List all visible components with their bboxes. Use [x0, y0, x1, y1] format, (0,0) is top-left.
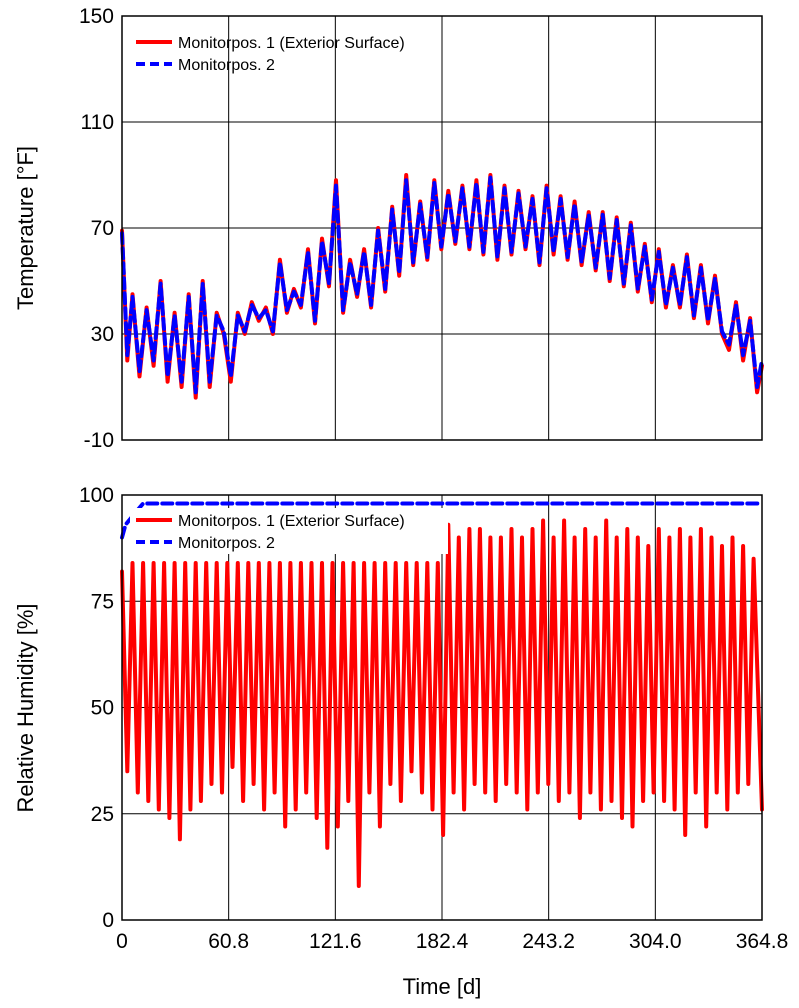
- legend-label-series-1: Monitorpos. 1 (Exterior Surface): [178, 513, 405, 530]
- x-tick-label: 182.4: [416, 930, 469, 953]
- humidity-y-ticks: 0 25 50 75 100: [79, 484, 114, 932]
- humidity-lines: [120, 501, 764, 888]
- y-tick-label: 100: [79, 484, 114, 507]
- series-line-2: [120, 501, 764, 540]
- legend-label-series-1: Monitorpos. 1 (Exterior Surface): [178, 35, 405, 52]
- y-tick-label: 0: [102, 909, 114, 932]
- x-tick-label: 0: [116, 930, 128, 953]
- legend-label-series-2: Monitorpos. 2: [178, 535, 275, 552]
- y-tick-label: 150: [79, 5, 114, 28]
- x-axis-label: Time [d]: [403, 974, 482, 999]
- x-tick-label: 364.8: [736, 930, 789, 953]
- temperature-y-axis-label: Temperature [°F]: [13, 146, 38, 310]
- temperature-plot: -10 30 70 110 150 Monitorpos. 1 (Exterior Su…: [13, 5, 764, 452]
- legend-label-series-2: Monitorpos. 2: [178, 57, 275, 74]
- y-tick-label: 25: [91, 803, 114, 826]
- x-tick-label: 243.2: [522, 930, 575, 953]
- y-tick-label: -10: [84, 429, 114, 452]
- y-tick-label: 110: [81, 111, 114, 134]
- humidity-plot-frame: [121, 494, 763, 921]
- legend-background: [130, 508, 448, 554]
- x-tick-label: 60.8: [208, 930, 249, 953]
- y-tick-label: 30: [91, 323, 114, 346]
- humidity-legend: Monitorpos. 1 (Exterior Surface) Monitor…: [130, 508, 448, 554]
- x-tick-label: 121.6: [309, 930, 362, 953]
- series-line-2: [120, 175, 764, 395]
- humidity-plot: 0 25 50 75 100 0 60.8 121.6 182.4 243.2 304.0 364.…: [13, 484, 788, 999]
- x-tick-label: 304.0: [629, 930, 682, 953]
- y-tick-label: 75: [91, 590, 114, 613]
- y-tick-label: 70: [91, 217, 114, 240]
- series-line-1: [120, 518, 764, 888]
- temperature-y-ticks: -10 30 70 110 150: [79, 5, 114, 452]
- temperature-plot-frame: [121, 15, 763, 441]
- temperature-lines: [120, 173, 764, 400]
- y-tick-label: 50: [91, 697, 114, 720]
- humidity-x-ticks: 0 60.8 121.6 182.4 243.2 304.0 364.8: [116, 930, 788, 953]
- temperature-legend: Monitorpos. 1 (Exterior Surface) Monitor…: [136, 35, 405, 74]
- humidity-y-axis-label: Relative Humidity [%]: [13, 603, 38, 812]
